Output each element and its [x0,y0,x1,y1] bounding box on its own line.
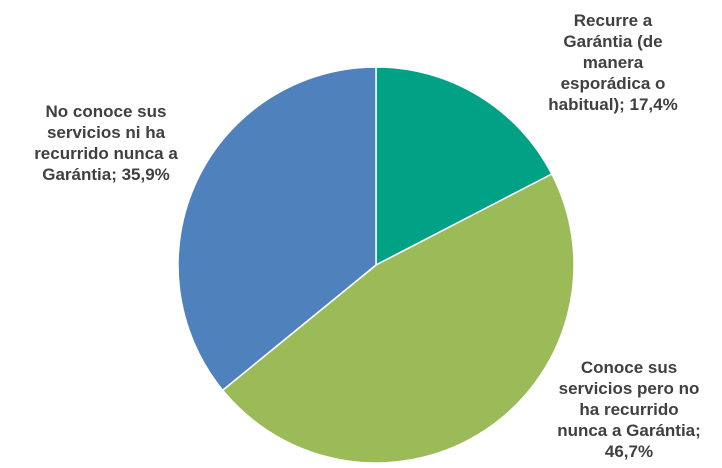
slice-recurre [375,66,553,266]
slice-no-conoce [177,66,377,391]
slice-label-no-conoce: No conoce sus servicios ni ha recurrido … [34,102,178,184]
slice-label-conoce: Conoce sus servicios pero no ha recurrid… [557,358,701,461]
slice-label-recurre: Recurre a Garántia (de manera esporádica… [548,11,678,114]
slice-conoce [221,173,575,464]
